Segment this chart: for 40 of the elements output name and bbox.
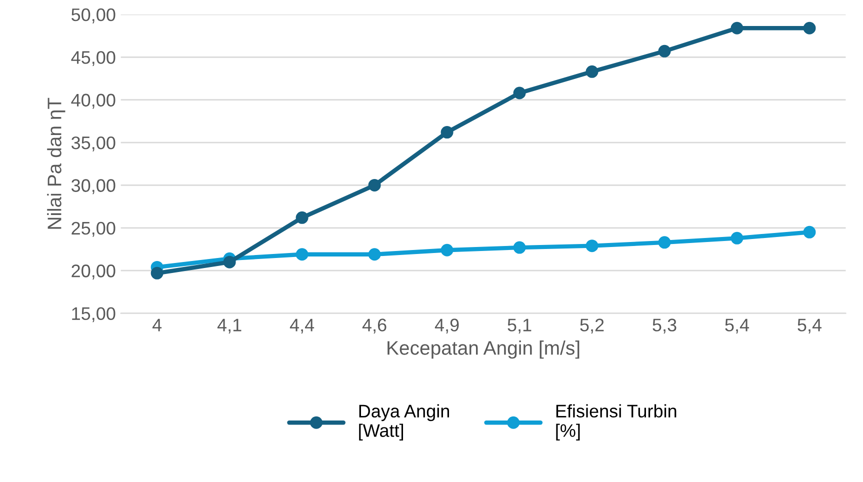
point bbox=[150, 266, 164, 280]
y-tick-label: 20,00 bbox=[72, 264, 116, 280]
point bbox=[513, 241, 526, 254]
y-tick-label: 30,00 bbox=[71, 179, 116, 194]
y-tick-label: 35,00 bbox=[71, 136, 116, 152]
y-tick-label: 15,00 bbox=[72, 307, 116, 322]
point bbox=[730, 22, 744, 34]
x-tick-label: 5,1 bbox=[508, 318, 532, 334]
point bbox=[658, 236, 671, 249]
point bbox=[368, 178, 381, 192]
point bbox=[223, 256, 236, 268]
point bbox=[586, 65, 598, 78]
point bbox=[296, 211, 308, 224]
x-tick-label: 5,4 bbox=[798, 318, 822, 334]
x-tick-label: 4,1 bbox=[217, 318, 242, 334]
x-tick-label: 5,3 bbox=[652, 318, 676, 334]
point bbox=[368, 248, 381, 261]
y-axis-title: Nilai Pa dan ηT bbox=[47, 98, 66, 229]
legend-label: Efisiensi Turbin [%] bbox=[556, 404, 676, 441]
point bbox=[440, 126, 454, 139]
point bbox=[296, 248, 308, 261]
x-tick-label: 4,9 bbox=[434, 318, 459, 334]
x-tick-label: 4,6 bbox=[362, 318, 386, 334]
y-tick-label: 50,00 bbox=[72, 8, 116, 24]
point bbox=[586, 240, 598, 252]
x-tick-label: 5,2 bbox=[580, 318, 604, 334]
y-tick-label: 45,00 bbox=[71, 51, 116, 66]
point bbox=[513, 86, 526, 100]
y-tick-label: 40,00 bbox=[71, 94, 116, 109]
x-tick-label: 5,4 bbox=[725, 318, 750, 334]
x-tick-label: 4,4 bbox=[290, 318, 314, 334]
legend-label: Daya Angin [Watt] bbox=[359, 404, 450, 441]
x-tick-label: 4 bbox=[152, 318, 162, 332]
y-tick-label: 25,00 bbox=[72, 222, 116, 237]
point bbox=[803, 22, 816, 34]
point bbox=[440, 244, 454, 256]
point bbox=[803, 226, 816, 238]
x-axis-title: Kecepatan Angin [m/s] bbox=[388, 340, 580, 359]
point bbox=[658, 44, 671, 58]
point bbox=[730, 232, 744, 244]
